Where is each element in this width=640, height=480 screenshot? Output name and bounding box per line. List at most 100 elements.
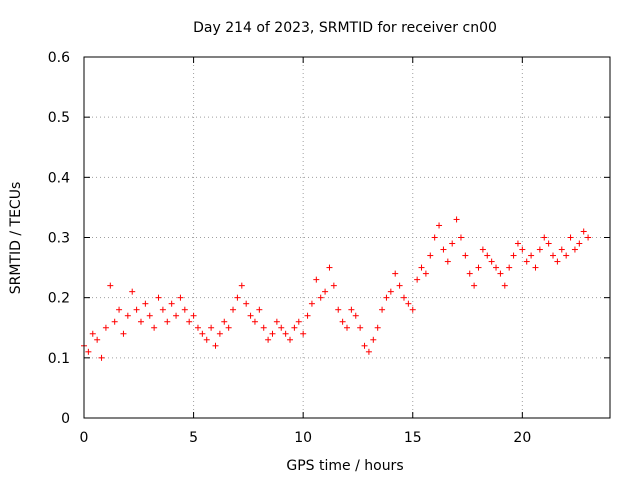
chart-title: Day 214 of 2023, SRMTID for receiver cn0… [193, 20, 497, 36]
data-point [203, 336, 210, 343]
data-point [523, 258, 530, 265]
data-point [357, 324, 364, 331]
data-point [339, 318, 346, 325]
data-point [466, 270, 473, 277]
data-point [427, 252, 434, 259]
data-point [278, 324, 285, 331]
data-point [300, 330, 307, 337]
data-point [571, 246, 578, 253]
data-point [554, 258, 561, 265]
data-point [168, 300, 175, 307]
data-point [576, 240, 583, 247]
x-tick-labels: 0 5 10 15 20 [80, 430, 532, 446]
plot-frame [83, 56, 611, 419]
data-point [234, 294, 241, 301]
data-point [212, 342, 219, 349]
data-point [387, 288, 394, 295]
data-point [436, 222, 443, 229]
data-point [177, 294, 184, 301]
data-point [243, 300, 250, 307]
data-point [396, 282, 403, 289]
data-point [453, 216, 460, 223]
data-point [322, 288, 329, 295]
data-point [265, 336, 272, 343]
data-point [146, 312, 153, 319]
data-point [208, 324, 215, 331]
data-point [335, 306, 342, 313]
data-point [488, 258, 495, 265]
data-point [287, 336, 294, 343]
data-point [221, 318, 228, 325]
data-point [247, 312, 254, 319]
data-point [269, 330, 276, 337]
data-point [567, 234, 574, 241]
data-point [414, 276, 421, 283]
data-point [471, 282, 478, 289]
data-point [506, 264, 513, 271]
data-point [365, 348, 372, 355]
data-point [216, 330, 223, 337]
data-points [81, 216, 592, 361]
y-tick-label: 0.5 [48, 110, 70, 126]
data-point [370, 336, 377, 343]
data-point [133, 306, 140, 313]
data-point [444, 258, 451, 265]
data-point [313, 276, 320, 283]
data-point [124, 312, 131, 319]
data-point [519, 246, 526, 253]
data-point [379, 306, 386, 313]
data-point [563, 252, 570, 259]
data-point [295, 318, 302, 325]
data-point [273, 318, 280, 325]
y-tick-label: 0.1 [48, 351, 70, 367]
data-point [352, 312, 359, 319]
data-point [186, 318, 193, 325]
data-point [361, 342, 368, 349]
data-point [514, 240, 521, 247]
y-tick-label: 0.3 [48, 231, 70, 247]
data-point [536, 246, 543, 253]
data-point [225, 324, 232, 331]
data-point [497, 270, 504, 277]
x-axis-label: GPS time / hours [286, 458, 403, 474]
data-point [344, 324, 350, 331]
grid-layer [84, 57, 610, 418]
data-point [348, 306, 355, 313]
data-point [440, 246, 447, 253]
data-point [462, 252, 469, 259]
data-point [484, 252, 491, 259]
data-point [493, 264, 500, 271]
data-point [94, 336, 101, 343]
data-point [431, 234, 438, 241]
data-point [374, 324, 381, 331]
data-point [449, 240, 456, 247]
data-point [422, 270, 429, 277]
data-point [190, 312, 197, 319]
data-point [85, 348, 92, 355]
y-tick-label: 0.4 [48, 170, 70, 186]
data-point [479, 246, 486, 253]
data-point [532, 264, 539, 271]
data-point [256, 306, 263, 313]
x-tick-label: 5 [189, 430, 198, 446]
data-point [159, 306, 166, 313]
data-point [102, 324, 109, 331]
data-point [199, 330, 206, 337]
data-point [409, 306, 416, 313]
x-tick-label: 15 [404, 430, 422, 446]
data-point [475, 264, 482, 271]
data-point [173, 312, 180, 319]
data-point [116, 306, 123, 313]
data-point [400, 294, 407, 301]
y-tick-label: 0.2 [48, 291, 70, 307]
data-point [457, 234, 464, 241]
data-point [129, 288, 136, 295]
data-point [330, 282, 337, 289]
y-tick-label: 0.6 [48, 50, 70, 66]
data-point [392, 270, 399, 277]
data-point [545, 240, 552, 247]
data-point [418, 264, 425, 271]
data-point [151, 324, 158, 331]
y-tick-label: 0 [61, 411, 70, 427]
